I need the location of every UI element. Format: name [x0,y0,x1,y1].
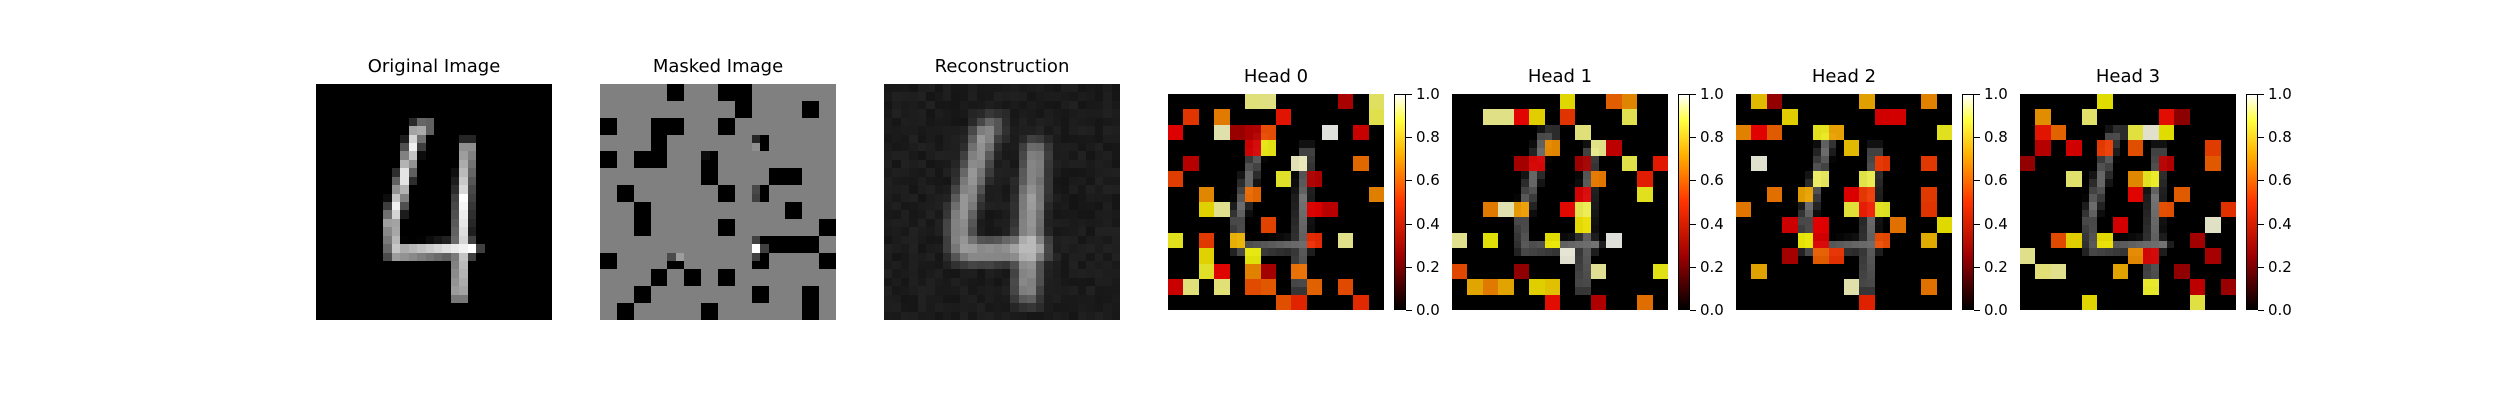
colorbar-tick [1406,137,1412,139]
colorbar-tick [2258,266,2264,268]
colorbar-head-1: 0.0 0.2 0.4 0.6 0.8 1.0 [1678,86,1724,318]
colorbar-tick [2258,180,2264,182]
attention-map-head-3 [2020,94,2236,310]
colorbar-tick [1690,180,1696,182]
panel-title: Masked Image [652,56,784,77]
colorbar-tick-label: 0.8 [2268,128,2292,147]
masked-image [600,84,836,320]
colorbar-tick [1974,310,1980,311]
colorbar-tick-label: 0.6 [1700,171,1724,190]
colorbar-tick-label: 1.0 [1416,85,1440,103]
panel-title: Head 1 [1527,66,1593,87]
colorbar-gradient [2246,94,2258,310]
colorbar-tick [1406,180,1412,182]
panel-head-2: Head 2 [1736,66,1952,310]
panel-head-1: Head 1 [1452,66,1668,310]
panel-reconstruction: Reconstruction [884,56,1120,320]
colorbar-tick-label: 0.2 [1416,257,1440,276]
colorbar-gradient [1678,94,1690,310]
colorbar-tick [1690,137,1696,139]
colorbar-tick-label: 0.6 [1416,171,1440,190]
panel-original: Original Image [316,56,552,320]
colorbar-head-3: 0.0 0.2 0.4 0.6 0.8 1.0 [2246,86,2292,318]
reconstruction-image [884,84,1120,320]
colorbar-tick [1974,180,1980,182]
original-image [316,84,552,320]
colorbar-tick-label: 0.4 [1700,214,1724,233]
colorbar-gradient [1394,94,1406,310]
colorbar-tick-label: 0.0 [1984,301,2008,319]
colorbar-tick [1974,223,1980,225]
colorbar-tick [1974,94,1980,95]
colorbar-tick [2258,223,2264,225]
colorbar-tick [2258,137,2264,139]
colorbar-tick-label: 1.0 [2268,85,2292,103]
colorbar-tick [2258,94,2264,95]
colorbar-tick-label: 0.4 [2268,214,2292,233]
colorbar-tick-label: 0.0 [1416,301,1440,319]
panel-title: Head 3 [2095,66,2161,87]
panel-masked: Masked Image [600,56,836,320]
colorbar-tick [1406,223,1412,225]
attention-map-head-2 [1736,94,1952,310]
colorbar-head-0: 0.0 0.2 0.4 0.6 0.8 1.0 [1394,86,1440,318]
colorbar-tick-label: 0.0 [1700,301,1724,319]
colorbar-tick-label: 0.2 [1984,257,2008,276]
colorbar-tick [2258,310,2264,311]
panel-title: Original Image [367,56,501,77]
colorbar-tick-label: 0.2 [2268,257,2292,276]
colorbar-tick [1690,310,1696,311]
colorbar-tick-label: 0.6 [2268,171,2292,190]
panel-title: Head 0 [1243,66,1309,87]
colorbar-tick [1406,266,1412,268]
colorbar-tick-label: 0.2 [1700,257,1724,276]
colorbar-tick [1690,266,1696,268]
colorbar-tick [1406,94,1412,95]
panel-head-3: Head 3 [2020,66,2236,310]
colorbar-gradient [1962,94,1974,310]
panel-head-0: Head 0 [1168,66,1384,310]
panel-title: Reconstruction [934,56,1070,77]
colorbar-tick-label: 0.4 [1984,214,2008,233]
colorbar-tick [1974,137,1980,139]
colorbar-tick-label: 0.8 [1984,128,2008,147]
colorbar-tick-label: 1.0 [1984,85,2008,103]
colorbar-tick [1690,94,1696,95]
colorbar-tick-label: 0.0 [2268,301,2292,319]
attention-map-head-0 [1168,94,1384,310]
colorbar-tick-label: 0.8 [1700,128,1724,147]
panel-title: Head 2 [1811,66,1877,87]
colorbar-tick-label: 1.0 [1700,85,1724,103]
colorbar-tick-label: 0.8 [1416,128,1440,147]
attention-map-head-1 [1452,94,1668,310]
colorbar-tick [1690,223,1696,225]
colorbar-tick [1974,266,1980,268]
colorbar-tick [1406,310,1412,311]
colorbar-tick-label: 0.4 [1416,214,1440,233]
colorbar-head-2: 0.0 0.2 0.4 0.6 0.8 1.0 [1962,86,2008,318]
colorbar-tick-label: 0.6 [1984,171,2008,190]
